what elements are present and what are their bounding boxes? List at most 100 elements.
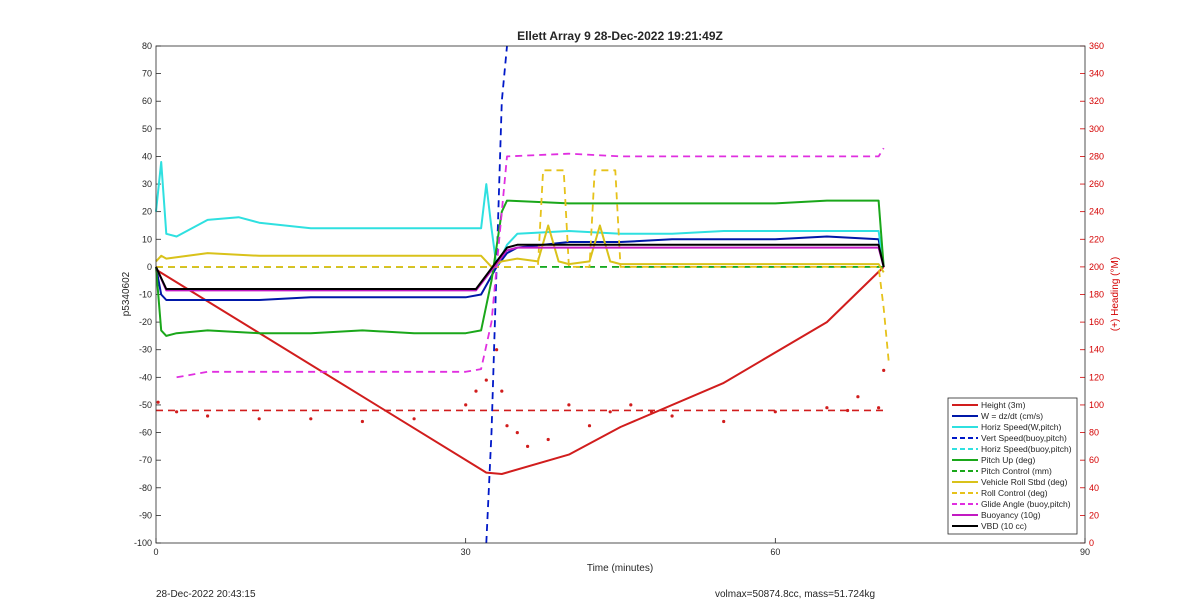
legend-box <box>947 397 1078 535</box>
series-line-9 <box>176 147 885 379</box>
x-tick-label: 90 <box>1080 547 1090 557</box>
legend-label-5: Pitch Up (deg) <box>981 455 1035 465</box>
y2-tick-label: 60 <box>1089 455 1099 465</box>
heading-point <box>526 444 530 448</box>
series-line-10 <box>155 246 885 292</box>
x-tick-label: 30 <box>461 547 471 557</box>
y-tick-label: -50 <box>139 400 152 410</box>
y2-tick-label: 260 <box>1089 179 1104 189</box>
y-tick-label: -40 <box>139 372 152 382</box>
y-tick-label: -80 <box>139 483 152 493</box>
y-tick-label: 30 <box>142 179 152 189</box>
y2-tick-label: 160 <box>1089 317 1104 327</box>
heading-point <box>484 378 488 382</box>
y2-tick-label: 340 <box>1089 69 1104 79</box>
heading-point <box>546 437 550 442</box>
y2-tick-label: 100 <box>1089 400 1104 410</box>
y2-tick-label: 180 <box>1089 290 1104 300</box>
y2-tick-label: 320 <box>1089 96 1104 106</box>
heading-point <box>206 414 210 418</box>
legend-label-6: Pitch Control (mm) <box>981 466 1052 476</box>
axis-ticks: -100-90-80-70-60-50-40-30-20-10010203040… <box>134 41 1104 557</box>
heading-point <box>629 403 633 407</box>
heading-point <box>515 431 519 435</box>
heading-point <box>505 424 509 428</box>
y-tick-label: 50 <box>142 124 152 134</box>
legend-label-9: Glide Angle (buoy,pitch) <box>981 499 1071 509</box>
x-tick-label: 0 <box>153 547 158 557</box>
y2-tick-label: 220 <box>1089 234 1104 244</box>
y-tick-label: 70 <box>142 69 152 79</box>
series-line-1 <box>155 235 885 301</box>
series-line-7 <box>155 224 885 273</box>
y-tick-label: 60 <box>142 96 152 106</box>
y2-tick-label: 140 <box>1089 345 1104 355</box>
heading-point <box>464 403 468 407</box>
heading-point <box>825 406 829 410</box>
heading-point <box>495 348 499 352</box>
y-tick-label: 20 <box>142 207 152 217</box>
heading-point <box>608 410 612 414</box>
y-tick-label: 40 <box>142 151 152 161</box>
y2-tick-label: 20 <box>1089 510 1099 520</box>
y2-tick-label: 120 <box>1089 372 1104 382</box>
footer-volmax-mass: volmax=50874.8cc, mass=51.724kg <box>715 589 876 600</box>
heading-point <box>882 368 886 372</box>
heading-point <box>856 395 860 399</box>
legend-label-2: Horiz Speed(W,pitch) <box>981 422 1061 432</box>
series-group <box>155 45 890 544</box>
legend-label-1: W = dz/dt (cm/s) <box>981 411 1043 421</box>
y2-tick-label: 200 <box>1089 262 1104 272</box>
series-line-8 <box>156 169 890 364</box>
x-tick-label: 60 <box>770 547 780 557</box>
heading-point <box>587 424 592 428</box>
series-line-5 <box>155 199 885 337</box>
series-line-2 <box>155 161 885 268</box>
legend-label-10: Buoyancy (10g) <box>981 510 1041 520</box>
legend-label-7: Vehicle Roll Stbd (deg) <box>981 477 1068 487</box>
heading-point <box>567 403 571 407</box>
heading-point <box>412 417 416 421</box>
heading-point <box>257 417 261 421</box>
heading-point <box>722 419 726 424</box>
y2-tick-label: 80 <box>1089 428 1099 438</box>
y-tick-label: -100 <box>134 538 152 548</box>
heading-point <box>846 408 850 413</box>
heading-point <box>500 389 504 393</box>
y-tick-label: 0 <box>147 262 152 272</box>
footer-timestamp: 28-Dec-2022 20:43:15 <box>156 589 256 600</box>
y-tick-label: -70 <box>139 455 152 465</box>
heading-point <box>773 410 777 414</box>
series-line-11 <box>155 243 885 290</box>
heading-point <box>474 389 478 393</box>
legend-label-4: Horiz Speed(buoy,pitch) <box>981 444 1072 454</box>
y2-tick-label: 280 <box>1089 151 1104 161</box>
heading-point <box>309 417 313 421</box>
legend-label-3: Vert Speed(buoy,pitch) <box>981 433 1067 443</box>
heading-point <box>175 410 179 414</box>
heading-point <box>670 414 674 418</box>
series-line-0 <box>155 266 885 475</box>
y2-tick-label: 360 <box>1089 41 1104 51</box>
heading-point <box>360 419 364 424</box>
chart-title: Ellett Array 9 28-Dec-2022 19:21:49Z <box>517 29 723 43</box>
y-axis-label: p5340602 <box>121 271 132 316</box>
legend-label-0: Height (3m) <box>981 400 1026 410</box>
y2-tick-label: 240 <box>1089 207 1104 217</box>
y-tick-label: -10 <box>139 290 152 300</box>
x-axis-label: Time (minutes) <box>587 563 653 574</box>
plot-frame <box>155 45 1086 544</box>
heading-point <box>877 406 881 410</box>
legend-label-11: VBD (10 cc) <box>981 521 1027 531</box>
heading-point <box>156 400 160 404</box>
heading-point <box>649 410 654 414</box>
y-tick-label: -90 <box>139 510 152 520</box>
legend: Height (3m)W = dz/dt (cm/s)Horiz Speed(W… <box>947 397 1078 535</box>
y2-tick-label: 40 <box>1089 483 1099 493</box>
legend-label-8: Roll Control (deg) <box>981 488 1048 498</box>
y-tick-label: -30 <box>139 345 152 355</box>
y-tick-label: -20 <box>139 317 152 327</box>
y-tick-label: 10 <box>142 234 152 244</box>
y2-axis-label: (+) Heading (°M) <box>1110 257 1121 331</box>
